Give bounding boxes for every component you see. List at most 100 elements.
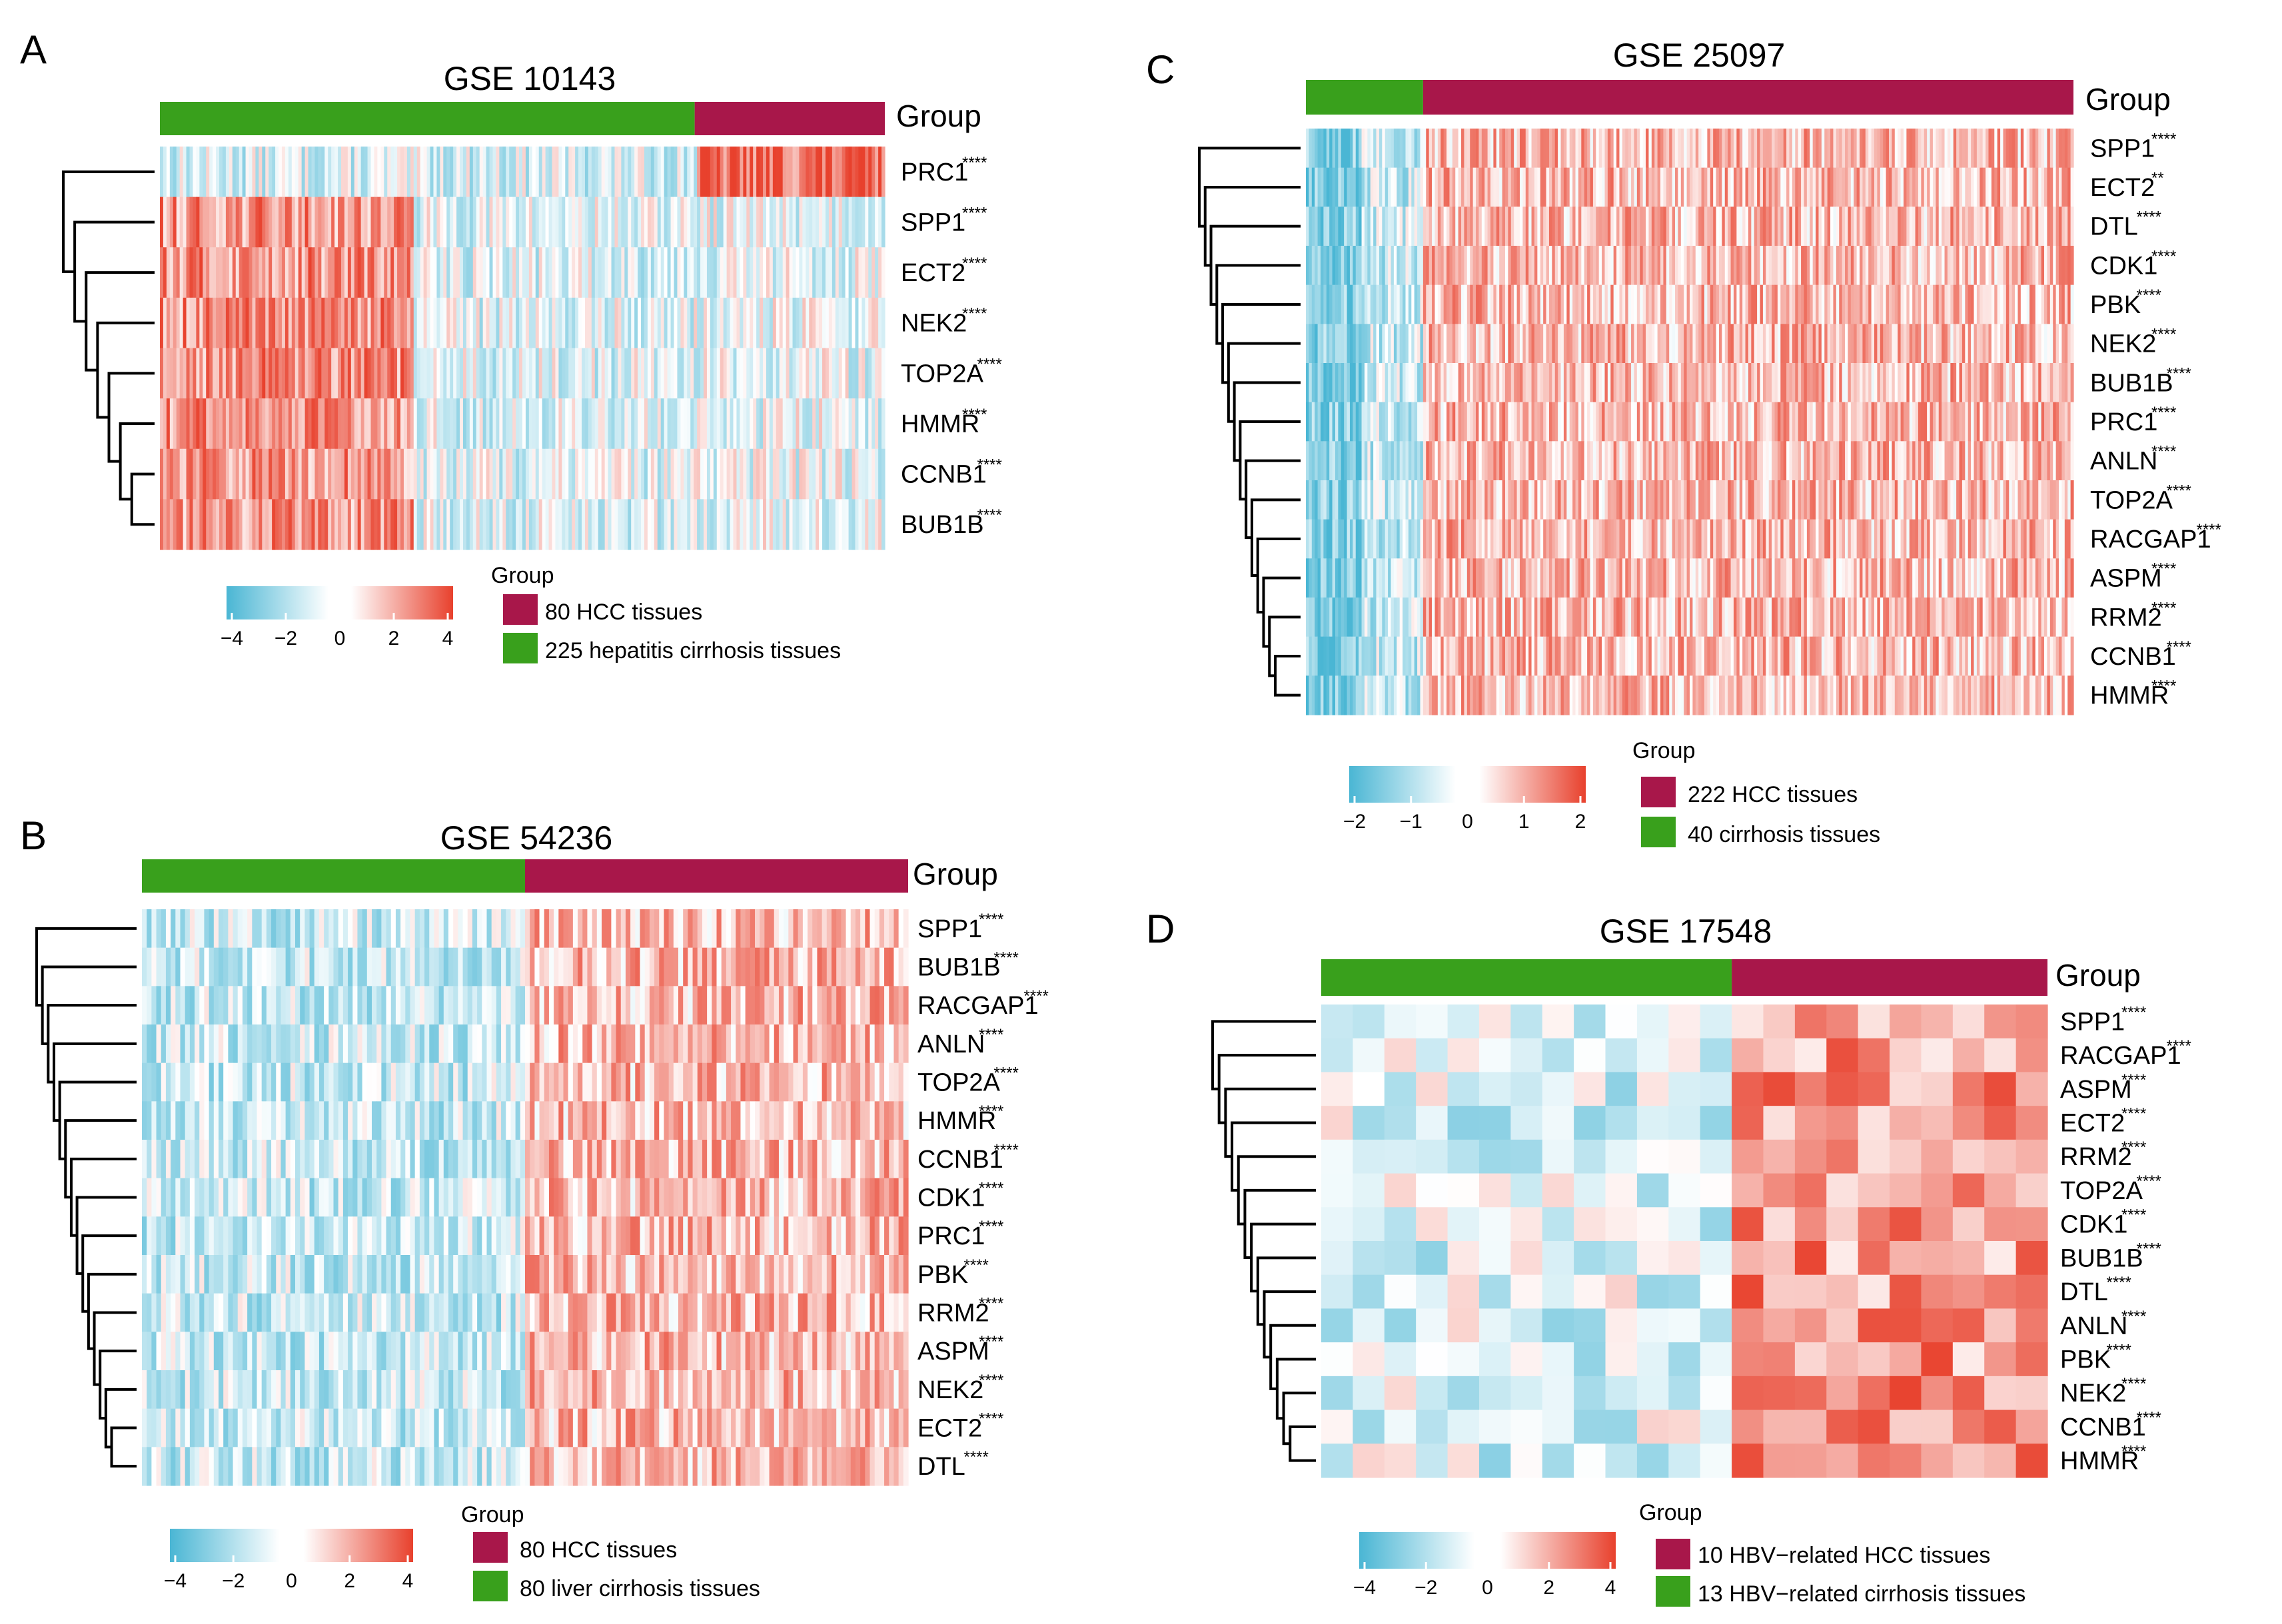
gene-label: SPP1 — [917, 915, 982, 943]
heatmap-cell — [620, 1062, 626, 1102]
heatmap-cell — [1537, 129, 1541, 169]
heatmap-cell — [641, 147, 645, 198]
heatmap-cell — [426, 348, 431, 399]
heatmap-cell — [314, 1024, 320, 1064]
heatmap-cell — [1684, 206, 1688, 246]
heatmap-cell — [362, 1293, 368, 1332]
heatmap-cell — [688, 1293, 694, 1332]
heatmap-cell — [628, 297, 632, 349]
heatmap-cell — [1610, 129, 1614, 169]
heatmap-cell — [321, 448, 325, 500]
heatmap-cell — [436, 197, 440, 248]
heatmap-cells — [142, 909, 909, 1486]
heatmap-cell — [314, 147, 318, 198]
heatmap-cell — [690, 348, 694, 399]
heatmap-cell — [1976, 167, 1980, 207]
heatmap-cell — [832, 1408, 837, 1447]
heatmap-cell — [721, 1408, 727, 1447]
heatmap-cell — [222, 147, 227, 198]
heatmap-cell — [563, 947, 569, 987]
heatmap-cell — [443, 1447, 449, 1486]
heatmap-cell — [664, 1332, 670, 1371]
heatmap-cell — [1666, 129, 1670, 169]
heatmap-cell — [697, 197, 701, 248]
heatmap-cell — [204, 1024, 210, 1064]
heatmap-cell — [808, 909, 813, 949]
heatmap-cell — [2055, 129, 2059, 169]
heatmap-cell — [822, 1178, 828, 1217]
heatmap-cell — [360, 297, 365, 349]
heatmap-cell — [740, 1101, 746, 1140]
heatmap-cell — [731, 1062, 736, 1102]
heatmap-cell — [1701, 206, 1705, 246]
heatmap-cell — [288, 197, 292, 248]
heatmap-cell — [249, 247, 253, 298]
heatmap-cell — [769, 448, 774, 500]
heatmap-cell — [697, 448, 701, 500]
heatmap-cell — [793, 1140, 799, 1179]
heatmap-cell — [195, 1332, 200, 1371]
heatmap-cell — [869, 1216, 875, 1256]
heatmap-cell — [846, 1293, 852, 1332]
heatmap-cell — [1810, 129, 1814, 169]
heatmap-cell — [171, 1216, 176, 1256]
heatmap-cell — [584, 147, 589, 198]
heatmap-cell — [822, 1408, 828, 1447]
heatmap-cell — [156, 1216, 162, 1256]
heatmap-cell — [1315, 206, 1319, 246]
heatmap-cell — [311, 348, 316, 399]
significance-stars: **** — [979, 1333, 1003, 1351]
heatmap-cell — [878, 147, 882, 198]
heatmap-cell — [846, 1101, 852, 1140]
heatmap-cell — [858, 499, 862, 550]
heatmap-cell — [860, 909, 865, 949]
heatmap-cell — [477, 947, 482, 987]
heatmap-cell — [257, 1062, 263, 1102]
heatmap-cell — [156, 1370, 162, 1410]
heatmap-cell — [467, 1178, 473, 1217]
heatmap-cell — [410, 1293, 416, 1332]
heatmap-cell — [228, 947, 234, 987]
heatmap-cell — [209, 499, 213, 550]
heatmap-cell — [832, 1101, 837, 1140]
heatmap-cell — [841, 1101, 847, 1140]
heatmap-cell — [644, 1101, 650, 1140]
heatmap-cell — [659, 1255, 665, 1294]
heatmap-cell — [694, 398, 698, 450]
heatmap-cell — [400, 1062, 406, 1102]
heatmap-cell — [390, 1408, 396, 1447]
heatmap-cell — [338, 398, 342, 450]
heatmap-cell — [486, 1216, 492, 1256]
heatmap-cell — [352, 1101, 358, 1140]
panel-title: GSE 10143 — [444, 60, 616, 97]
heatmap-cell — [1774, 206, 1778, 246]
heatmap-cell — [295, 1178, 300, 1217]
heatmap-cell — [578, 909, 583, 949]
heatmap-cell — [219, 297, 223, 349]
heatmap-cell — [628, 147, 632, 198]
heatmap-cell — [239, 348, 243, 399]
heatmap-cell — [548, 499, 553, 550]
heatmap-cell — [720, 398, 724, 450]
heatmap-cell — [176, 499, 181, 550]
heatmap-cell — [309, 1408, 315, 1447]
heatmap-cell — [1622, 206, 1626, 246]
heatmap-cell — [390, 1255, 396, 1294]
heatmap-cell — [1760, 167, 1764, 207]
heatmap-cell — [1598, 206, 1602, 246]
heatmap-cell — [832, 247, 836, 298]
heatmap-cell — [726, 1216, 732, 1256]
heatmap-cell — [842, 499, 846, 550]
heatmap-cell — [381, 1216, 387, 1256]
heatmap-cell — [869, 1062, 875, 1102]
heatmap-cell — [587, 1255, 593, 1294]
heatmap-cell — [760, 1101, 765, 1140]
heatmap-cell — [649, 1370, 655, 1410]
heatmap-cell — [334, 197, 338, 248]
heatmap-cell — [1408, 129, 1412, 169]
heatmap-cell — [366, 986, 372, 1025]
heatmap-cell — [731, 1408, 736, 1447]
heatmap-cell — [364, 247, 368, 298]
heatmap-cell — [276, 1255, 282, 1294]
heatmap-cell — [525, 348, 530, 399]
